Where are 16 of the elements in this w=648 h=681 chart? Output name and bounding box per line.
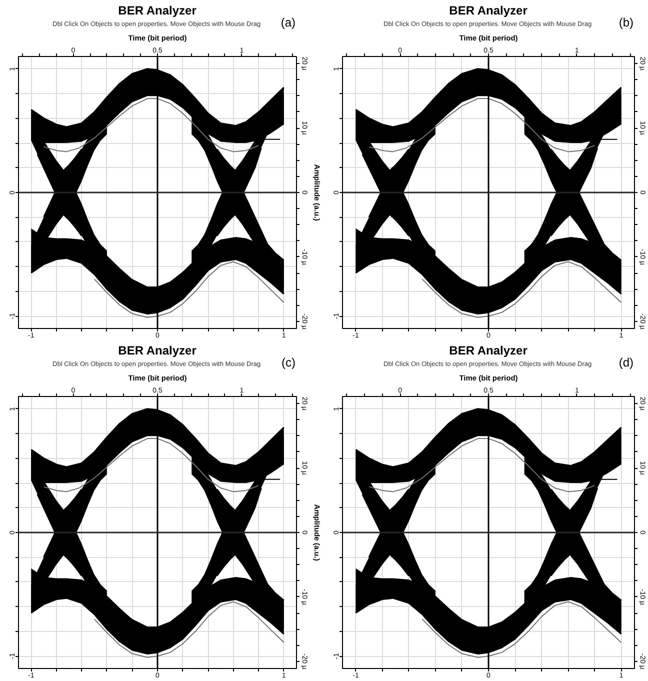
line-series xyxy=(422,601,622,658)
line-series xyxy=(422,261,622,318)
line-series xyxy=(94,261,284,318)
line-series xyxy=(94,601,284,658)
chart-title: BER Analyzer xyxy=(118,4,197,18)
chart-title: BER Analyzer xyxy=(449,344,528,358)
line-series xyxy=(43,98,260,152)
line-series xyxy=(368,438,596,492)
chart-title: BER Analyzer xyxy=(449,4,528,18)
line-series xyxy=(368,98,596,152)
text: (a) xyxy=(280,16,296,30)
text: (d) xyxy=(618,356,634,370)
chart-title: BER Analyzer xyxy=(118,344,197,358)
text: (b) xyxy=(618,16,634,30)
line-series xyxy=(43,438,260,492)
text: (c) xyxy=(282,356,296,370)
